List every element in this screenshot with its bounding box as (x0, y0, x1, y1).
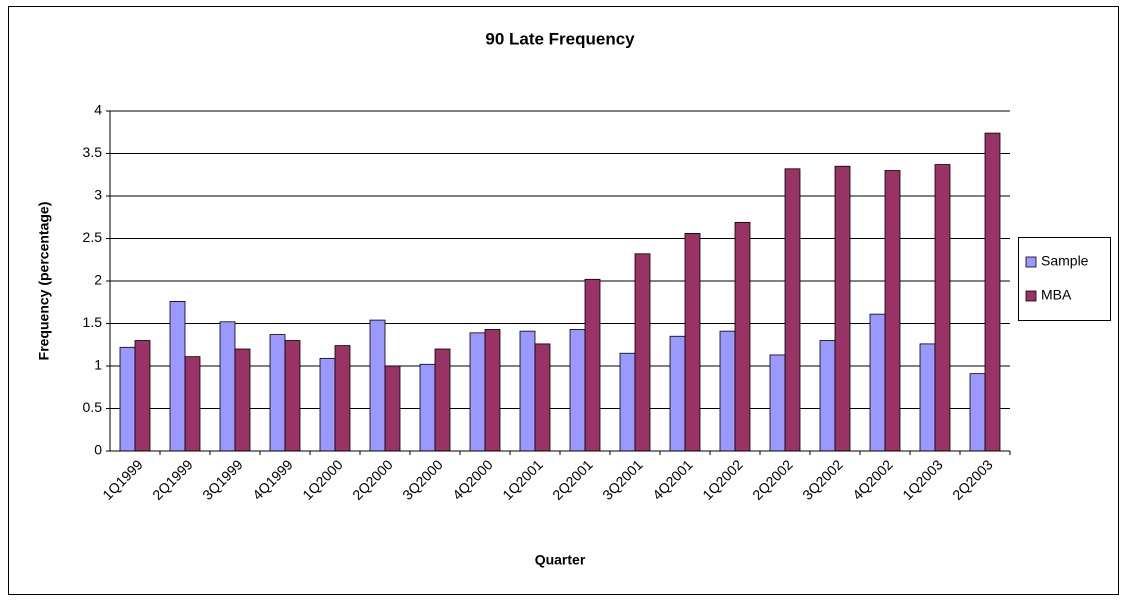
bar (184, 356, 201, 452)
x-axis-title: Quarter (535, 552, 586, 568)
y-tick-label: 1.5 (83, 314, 103, 330)
bar (919, 343, 936, 452)
y-tick-label: 2 (94, 272, 102, 288)
legend-label: MBA (1041, 287, 1072, 303)
bar (534, 343, 551, 452)
y-tick-label: 2.5 (83, 229, 103, 245)
bar (434, 348, 451, 452)
bar (334, 345, 351, 452)
bar (219, 321, 236, 452)
legend-swatch (1025, 256, 1037, 268)
bar (734, 221, 751, 452)
bar (569, 329, 586, 452)
bar (134, 340, 151, 452)
bar (119, 346, 136, 452)
bar (384, 365, 401, 452)
bar (519, 330, 536, 452)
bar (784, 168, 801, 452)
bar (369, 319, 386, 452)
legend-label: Sample (1041, 253, 1089, 269)
bar (234, 348, 251, 452)
bar (419, 363, 436, 452)
bar (819, 340, 836, 452)
y-tick-label: 4 (94, 102, 102, 118)
bar (484, 329, 501, 452)
bar (969, 373, 986, 452)
bar (619, 352, 636, 452)
bar (884, 170, 901, 452)
bar (869, 313, 886, 452)
legend-swatch (1025, 290, 1037, 302)
y-tick-label: 3.5 (83, 144, 103, 160)
bar (669, 335, 686, 452)
legend-box (1018, 237, 1111, 321)
bar (269, 334, 286, 452)
y-tick-label: 0.5 (83, 399, 103, 415)
bar (769, 354, 786, 452)
y-tick-label: 0 (94, 442, 102, 458)
bar (584, 278, 601, 452)
y-axis-title: Frequency (percentage) (36, 202, 52, 361)
bar (684, 232, 701, 452)
y-tick-label: 1 (94, 357, 102, 373)
y-tick-label: 3 (94, 187, 102, 203)
bar (169, 300, 186, 452)
bar (934, 164, 951, 452)
bar (719, 330, 736, 452)
bar (634, 253, 651, 452)
chart-border (8, 6, 1119, 595)
bar (984, 132, 1001, 452)
bar (834, 165, 851, 452)
bar (319, 357, 336, 452)
bar (284, 340, 301, 452)
chart-title: 90 Late Frequency (485, 29, 635, 48)
bar (469, 332, 486, 452)
